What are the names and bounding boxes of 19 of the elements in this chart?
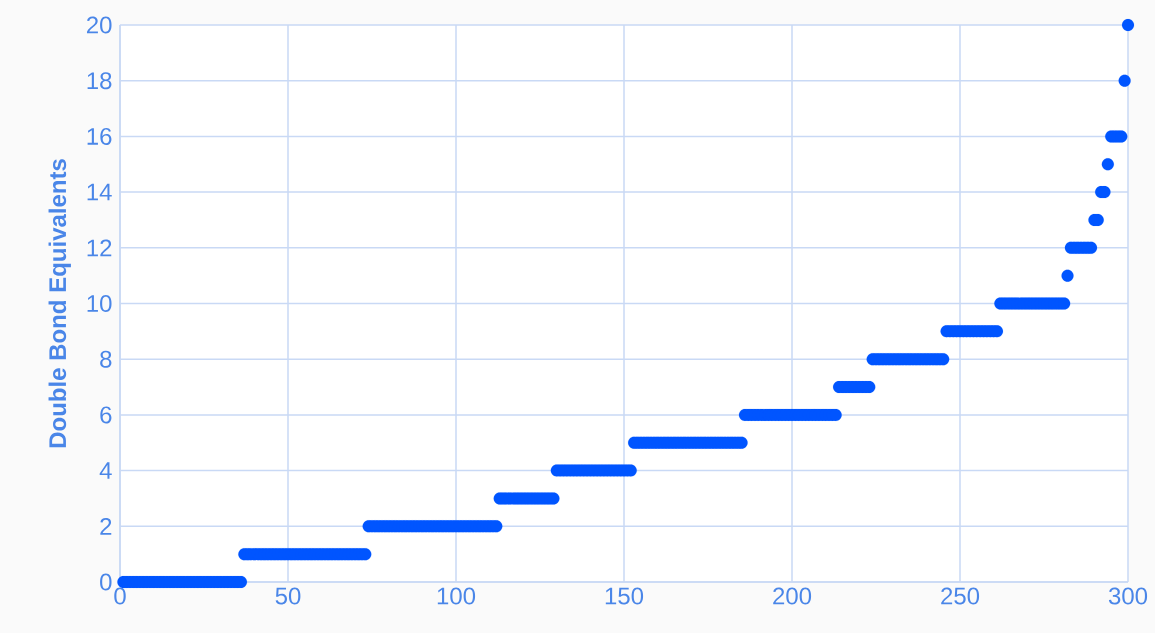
y-tick-label: 18 xyxy=(87,72,112,90)
y-tick-label: 8 xyxy=(100,350,112,368)
x-tick-label: 0 xyxy=(114,587,126,605)
y-tick-label: 10 xyxy=(87,295,112,312)
x-tick-label: 100 xyxy=(437,587,476,605)
y-tick-label: 14 xyxy=(87,183,112,201)
y-tick-label: 0 xyxy=(100,573,112,591)
y-tick-label: 4 xyxy=(99,462,112,479)
y-tick-label: 6 xyxy=(100,406,112,424)
x-tick-label: 50 xyxy=(275,587,301,605)
y-tick-label: 12 xyxy=(87,239,112,257)
x-tick-label: 250 xyxy=(941,587,980,605)
y-tick-label: 16 xyxy=(87,127,112,145)
x-tick-label: 200 xyxy=(773,587,812,605)
y-tick-label: 20 xyxy=(86,16,112,34)
x-tick-label: 150 xyxy=(605,587,644,605)
y-axis-title: Double Bond Equivalents xyxy=(48,159,71,448)
y-tick-label: 2 xyxy=(100,517,112,535)
x-tick-label: 300 xyxy=(1108,587,1148,605)
